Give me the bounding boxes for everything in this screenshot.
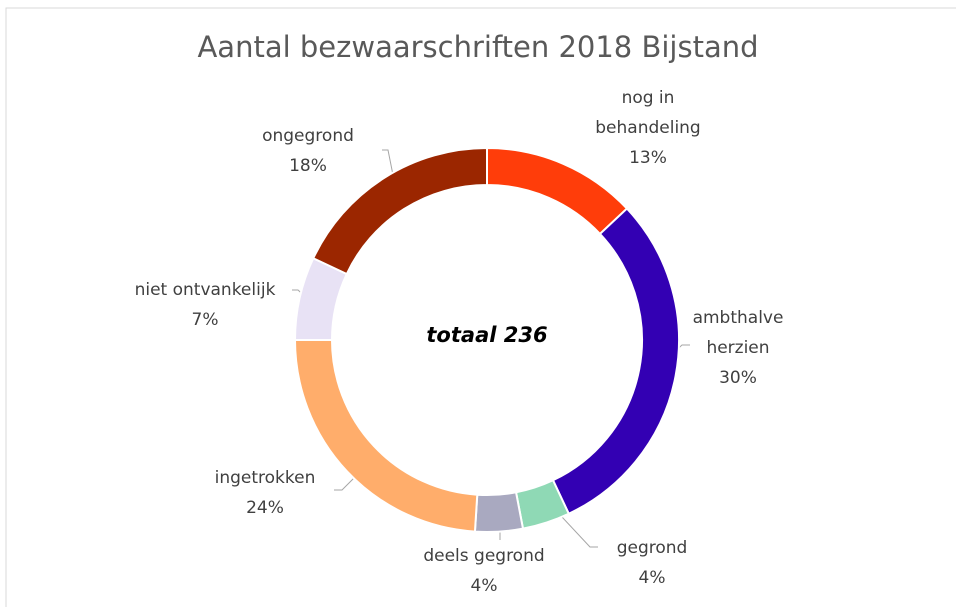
data-label: ingetrokken 24% [215,463,316,523]
data-label: gegrond 4% [617,533,688,593]
data-label: deels gegrond 4% [423,541,544,601]
percent-label: 4% [470,576,498,596]
percent-label: 7% [191,310,219,330]
center-annotation: totaal 236 [426,323,548,347]
data-label: ongegrond 18% [262,121,354,181]
category-label: niet ontvankelijk [134,280,276,300]
category-label: nog in behandeling [595,88,701,138]
data-label: nog in behandeling 13% [593,83,703,173]
percent-label: 30% [719,368,757,388]
donut-segment [311,146,488,276]
category-label: ongegrond [262,126,354,146]
frame [5,7,956,607]
percent-label: 24% [246,498,284,518]
data-label: ambthalve herzien 30% [688,303,788,393]
category-label: gegrond [616,538,688,558]
category-label: deels gegrond [423,546,545,566]
chart-title: Aantal bezwaarschriften 2018 Bijstand [197,30,759,64]
category-label: ingetrokken [214,468,316,488]
data-label: niet ontvankelijk 7% [135,275,276,335]
category-label: ambthalve herzien [692,308,784,358]
percent-label: 18% [289,156,327,176]
donut-segment [551,207,680,516]
donut-segment [293,339,479,533]
donut-segment [473,491,525,533]
donut [293,146,680,533]
percent-label: 13% [629,148,667,168]
percent-label: 4% [638,568,666,588]
